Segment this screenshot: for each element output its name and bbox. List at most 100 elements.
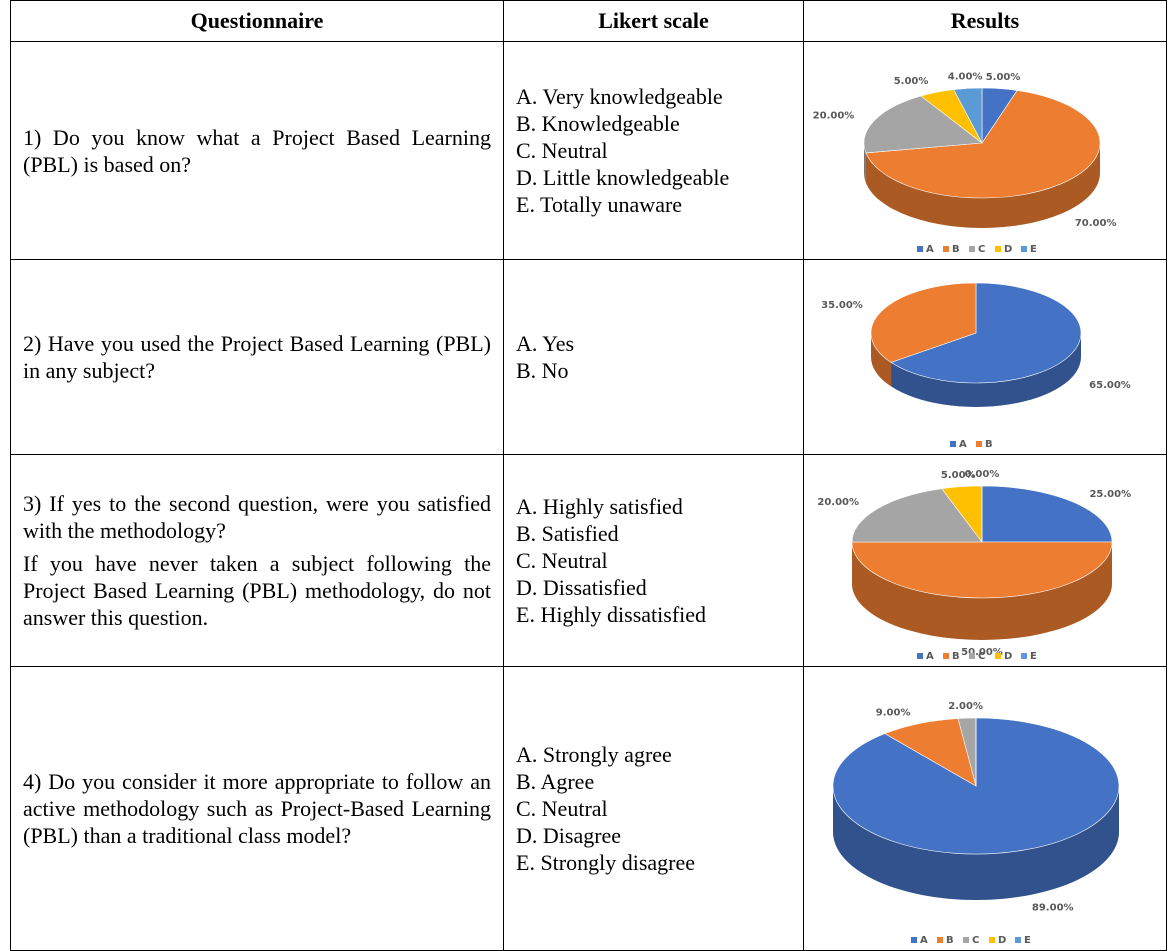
legend-swatch bbox=[943, 652, 949, 659]
legend-swatch bbox=[917, 245, 923, 252]
likert-option: C. Neutral bbox=[516, 796, 608, 821]
legend-swatch bbox=[1015, 936, 1021, 943]
likert-option: D. Disagree bbox=[516, 823, 622, 848]
question-text: 1) Do you know what a Project Based Lear… bbox=[23, 124, 491, 177]
legend-swatch bbox=[989, 936, 995, 943]
question-text: 2) Have you used the Project Based Learn… bbox=[23, 331, 491, 383]
legend-label: D bbox=[998, 935, 1006, 946]
likert-option: C. Neutral bbox=[516, 138, 608, 163]
likert-option: C. Neutral bbox=[516, 548, 608, 573]
likert-option: A. Yes bbox=[516, 331, 575, 356]
likert-option: E. Highly dissatisfied bbox=[516, 602, 707, 627]
data-label: 65.00% bbox=[1089, 380, 1131, 391]
legend-swatch bbox=[976, 440, 982, 447]
question-text: 4) Do you consider it more appropriate t… bbox=[23, 769, 491, 848]
chart-cell: 65.00% 35.00% A B bbox=[803, 259, 1167, 455]
header-row: Questionnaire Likert scale Results bbox=[10, 0, 1167, 42]
pie-slice-side bbox=[865, 142, 1100, 228]
pie-slice bbox=[851, 487, 983, 542]
chart-cell: 5.00% 70.00% 20.00% 5.00% 4.00% A B C D E bbox=[803, 41, 1167, 260]
question-cell: 4) Do you consider it more appropriate t… bbox=[10, 666, 504, 951]
question-cell: 1) Do you know what a Project Based Lear… bbox=[10, 41, 504, 260]
pie-chart: 25.00% 50.00% 20.00% 5.00%0.00% A B C D E bbox=[817, 469, 1131, 662]
data-label: 5.00% bbox=[894, 76, 929, 87]
legend-label: B bbox=[952, 651, 960, 662]
data-label: 2.00% bbox=[948, 701, 983, 712]
question-cell: 2) Have you used the Project Based Learn… bbox=[10, 259, 504, 455]
pie-slice bbox=[851, 541, 1113, 598]
legend-label: A bbox=[926, 244, 934, 255]
legend-swatch bbox=[995, 652, 1001, 659]
likert-option: B. Knowledgeable bbox=[516, 111, 680, 136]
data-label: 70.00% bbox=[1075, 218, 1117, 229]
legend-swatch bbox=[1021, 652, 1027, 659]
legend-swatch bbox=[950, 440, 956, 447]
pie-slice bbox=[870, 282, 977, 363]
column-header: Questionnaire bbox=[10, 0, 504, 42]
pie-slice-side bbox=[871, 332, 892, 386]
table-row: 2) Have you used the Project Based Learn… bbox=[10, 259, 1167, 455]
legend-label: B bbox=[952, 244, 960, 255]
likert-option: A. Strongly agree bbox=[516, 742, 672, 767]
likert-option: B. No bbox=[516, 358, 569, 383]
legend-label: B bbox=[985, 439, 993, 450]
pie-slice bbox=[863, 95, 983, 153]
pie-chart: 89.00% 9.00% 2.00% A B C D E bbox=[832, 701, 1120, 946]
options-cell: A. Yes B. No bbox=[503, 259, 804, 455]
data-label: 5.00% bbox=[986, 71, 1021, 82]
table-row: 4) Do you consider it more appropriate t… bbox=[10, 666, 1167, 951]
pie-slice bbox=[884, 717, 977, 787]
pie-chart: 5.00%70.00%20.00%5.00% 4.00%A B C D E bbox=[813, 71, 1117, 255]
pie-slice-side bbox=[852, 541, 1112, 640]
data-label: 0.00% bbox=[965, 469, 1000, 480]
legend-label: C bbox=[978, 651, 985, 662]
likert-option: A. Highly satisfied bbox=[516, 494, 683, 519]
options-cell: A. Very knowledgeable B. Knowledgeable C. … bbox=[503, 41, 804, 260]
pie-slice-side bbox=[891, 332, 1081, 407]
legend-swatch bbox=[969, 245, 975, 252]
legend-label: A bbox=[920, 935, 928, 946]
likert-option: B. Agree bbox=[516, 769, 595, 794]
pie-slice bbox=[953, 87, 983, 143]
legend-swatch bbox=[963, 936, 969, 943]
data-label: 35.00% bbox=[821, 299, 863, 310]
chart-cell: 25.00% 50.00% 20.00% 5.00% 0.00% A B C D E bbox=[803, 454, 1167, 667]
legend-label: E bbox=[1030, 244, 1037, 255]
likert-option: E. Totally unaware bbox=[516, 192, 683, 217]
column-header: Likert scale bbox=[503, 0, 804, 42]
pie-slice bbox=[981, 485, 1113, 542]
legend-label: C bbox=[972, 935, 979, 946]
data-label: 9.00% bbox=[876, 707, 911, 718]
legend-swatch bbox=[943, 245, 949, 252]
pie-slice-side bbox=[833, 785, 1119, 900]
legend-label: C bbox=[978, 244, 985, 255]
pie-slice bbox=[865, 89, 1101, 198]
legend-swatch bbox=[917, 652, 923, 659]
data-label: 4.00% bbox=[948, 71, 983, 82]
data-label: 20.00% bbox=[817, 497, 859, 508]
legend-swatch bbox=[911, 936, 917, 943]
options-cell: A. Strongly agree B. Agree C. Neutral D. Di… bbox=[503, 666, 804, 951]
legend-swatch bbox=[969, 652, 975, 659]
likert-option: D. Little knowledgeable bbox=[516, 165, 730, 190]
legend-label: E bbox=[1024, 935, 1031, 946]
legend-swatch bbox=[995, 245, 1001, 252]
data-label: 5.00% bbox=[941, 469, 976, 480]
pie-slice bbox=[890, 282, 1082, 383]
legend-label: E bbox=[1030, 651, 1037, 662]
likert-option: E. Strongly disagree bbox=[516, 850, 696, 875]
legend-label: A bbox=[959, 439, 967, 450]
likert-option: B. Satisfied bbox=[516, 521, 619, 546]
legend-swatch bbox=[1021, 245, 1027, 252]
data-label: 25.00% bbox=[1089, 488, 1131, 499]
options-cell: A. Highly satisfied B. Satisfied C. Neutra… bbox=[503, 454, 804, 667]
table-row: 1) Do you know what a Project Based Lear… bbox=[10, 41, 1167, 260]
data-label: 50.00% bbox=[961, 647, 1003, 658]
likert-option: D. Dissatisfied bbox=[516, 575, 647, 600]
pie-slice-side bbox=[864, 142, 866, 183]
column-header: Results bbox=[803, 0, 1167, 42]
survey-table: Questionnaire Likert scale Results 1) Do y… bbox=[10, 0, 1167, 951]
table-row: 3) If yes to the second question, were y… bbox=[10, 454, 1167, 667]
data-label: 89.00% bbox=[1032, 902, 1074, 913]
question-cell: 3) If yes to the second question, were y… bbox=[10, 454, 504, 667]
